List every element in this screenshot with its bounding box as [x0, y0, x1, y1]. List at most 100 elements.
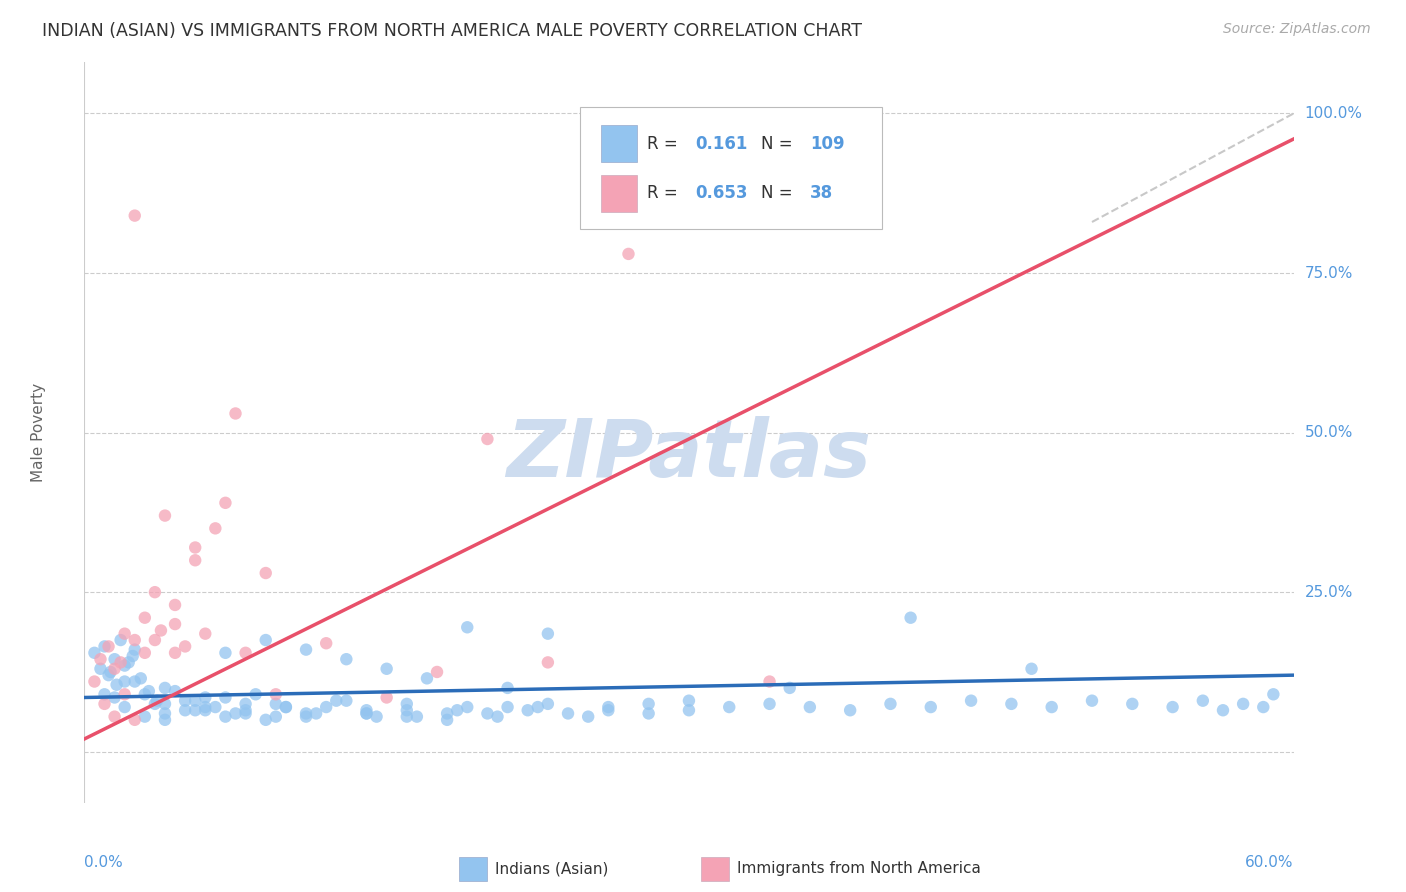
- Point: [174, 703, 197, 717]
- Point: [93, 697, 115, 711]
- Point: [174, 640, 197, 654]
- Point: [678, 694, 700, 708]
- Point: [153, 508, 176, 523]
- Point: [516, 703, 538, 717]
- Point: [1000, 697, 1022, 711]
- Point: [1040, 700, 1063, 714]
- Point: [295, 642, 318, 657]
- Point: [114, 700, 136, 714]
- Text: 100.0%: 100.0%: [1305, 106, 1362, 121]
- Point: [1253, 700, 1275, 714]
- Point: [184, 703, 207, 717]
- Point: [121, 648, 143, 663]
- Point: [104, 662, 127, 676]
- Point: [295, 706, 318, 721]
- Point: [637, 697, 659, 711]
- Text: 0.0%: 0.0%: [84, 855, 124, 870]
- Point: [486, 709, 509, 723]
- Point: [124, 713, 146, 727]
- Text: 109: 109: [810, 135, 845, 153]
- Text: Immigrants from North America: Immigrants from North America: [737, 861, 981, 876]
- Point: [537, 626, 560, 640]
- Point: [1021, 662, 1043, 676]
- Bar: [702, 857, 728, 880]
- Text: INDIAN (ASIAN) VS IMMIGRANTS FROM NORTH AMERICA MALE POVERTY CORRELATION CHART: INDIAN (ASIAN) VS IMMIGRANTS FROM NORTH …: [42, 22, 862, 40]
- Point: [264, 697, 287, 711]
- Point: [214, 690, 236, 705]
- Point: [678, 703, 700, 717]
- Point: [537, 656, 560, 670]
- Point: [165, 684, 187, 698]
- Point: [110, 633, 132, 648]
- Point: [129, 671, 152, 685]
- Point: [153, 713, 176, 727]
- Point: [124, 642, 146, 657]
- Point: [184, 694, 207, 708]
- Point: [89, 652, 111, 666]
- Text: 0.653: 0.653: [695, 185, 748, 202]
- Point: [235, 706, 257, 721]
- Point: [477, 432, 499, 446]
- Point: [315, 636, 337, 650]
- Point: [395, 697, 418, 711]
- Point: [235, 703, 257, 717]
- Point: [225, 407, 247, 421]
- Point: [134, 611, 156, 625]
- Text: 0.161: 0.161: [695, 135, 748, 153]
- Point: [143, 697, 166, 711]
- Point: [143, 633, 166, 648]
- Point: [779, 681, 801, 695]
- Point: [366, 709, 388, 723]
- Point: [97, 640, 120, 654]
- Text: 38: 38: [810, 185, 832, 202]
- Point: [114, 658, 136, 673]
- Point: [375, 690, 398, 705]
- Point: [406, 709, 429, 723]
- Point: [1263, 687, 1285, 701]
- Text: Male Poverty: Male Poverty: [31, 383, 46, 483]
- Point: [900, 611, 922, 625]
- Point: [335, 694, 357, 708]
- Point: [356, 706, 378, 721]
- Point: [134, 646, 156, 660]
- Point: [153, 697, 176, 711]
- Point: [146, 694, 169, 708]
- Point: [153, 681, 176, 695]
- Point: [110, 656, 132, 670]
- Text: R =: R =: [647, 135, 683, 153]
- Point: [1232, 697, 1254, 711]
- Point: [153, 706, 176, 721]
- Point: [960, 694, 983, 708]
- Point: [274, 700, 297, 714]
- Point: [194, 700, 217, 714]
- Point: [245, 687, 267, 701]
- Point: [138, 684, 160, 698]
- Point: [1212, 703, 1234, 717]
- Point: [879, 697, 901, 711]
- Text: N =: N =: [762, 135, 799, 153]
- Point: [214, 709, 236, 723]
- Point: [165, 617, 187, 632]
- Point: [93, 640, 115, 654]
- Point: [194, 703, 217, 717]
- Point: [97, 668, 120, 682]
- Bar: [600, 175, 637, 212]
- Point: [295, 709, 318, 723]
- Point: [395, 703, 418, 717]
- Point: [104, 709, 127, 723]
- Point: [1081, 694, 1104, 708]
- Point: [1161, 700, 1184, 714]
- Point: [254, 633, 277, 648]
- Point: [375, 662, 398, 676]
- Point: [1192, 694, 1215, 708]
- Point: [214, 496, 236, 510]
- Point: [477, 706, 499, 721]
- Point: [118, 656, 141, 670]
- Point: [214, 646, 236, 660]
- Point: [617, 247, 640, 261]
- Point: [598, 700, 620, 714]
- Point: [174, 694, 197, 708]
- Point: [104, 652, 127, 666]
- Text: 60.0%: 60.0%: [1246, 855, 1294, 870]
- Point: [496, 681, 519, 695]
